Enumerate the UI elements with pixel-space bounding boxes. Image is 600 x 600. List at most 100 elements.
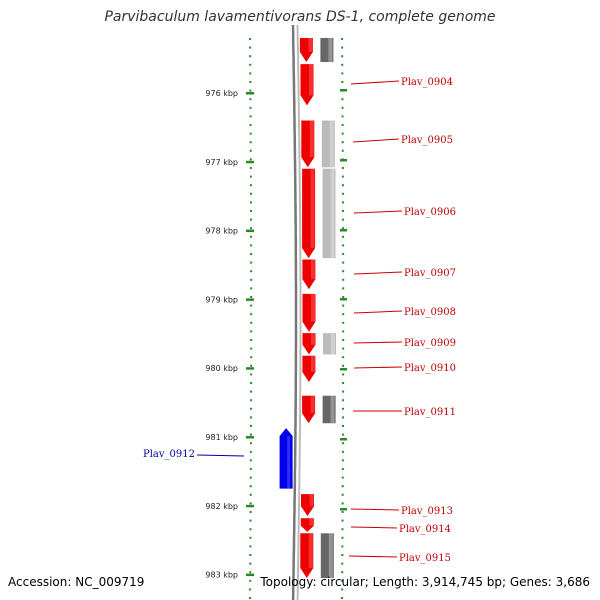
minor-tick	[341, 38, 344, 40]
minor-tick	[341, 468, 344, 470]
label-leader-line	[353, 210, 403, 214]
minor-tick	[249, 485, 252, 488]
gene-label[interactable]: Plav_0912	[143, 449, 195, 460]
gene-shade	[310, 333, 315, 345]
gene-label[interactable]: Plav_0915	[399, 553, 451, 564]
major-tick	[340, 229, 347, 232]
minor-tick	[341, 433, 344, 436]
label-leader-line	[353, 366, 403, 369]
minor-tick	[341, 502, 344, 505]
minor-tick	[341, 528, 344, 531]
minor-tick	[249, 124, 252, 126]
minor-tick	[250, 347, 253, 350]
label-leader-line	[350, 526, 398, 529]
minor-tick	[249, 442, 252, 445]
homolog-block	[320, 37, 334, 63]
label-leader-line	[353, 341, 403, 344]
scale-tick-label: 979 kbp	[205, 295, 238, 304]
label-leader-line	[350, 80, 400, 85]
gene-label[interactable]: Plav_0911	[404, 407, 456, 418]
homolog-block	[320, 533, 334, 579]
minor-tick	[342, 218, 345, 221]
minor-tick	[249, 597, 252, 599]
minor-tick	[341, 184, 344, 187]
minor-tick	[250, 218, 253, 221]
minor-tick	[250, 210, 253, 212]
minor-tick	[342, 227, 345, 230]
homolog-block	[322, 333, 336, 355]
minor-tick	[342, 399, 345, 402]
gene-label[interactable]: Plav_0904	[401, 77, 453, 88]
minor-tick	[249, 141, 252, 144]
minor-tick	[249, 519, 252, 522]
homolog-shade	[330, 395, 335, 424]
minor-tick	[341, 124, 344, 126]
minor-tick	[341, 425, 344, 427]
minor-tick	[249, 554, 252, 556]
minor-tick	[342, 210, 345, 212]
minor-tick	[341, 46, 344, 49]
gene-arrow-reverse[interactable]	[279, 428, 293, 489]
minor-tick	[341, 571, 344, 574]
homolog-shade	[329, 120, 334, 168]
minor-tick	[249, 98, 252, 101]
scale-tick-label: 983 kbp	[205, 571, 238, 580]
gene-label[interactable]: Plav_0909	[404, 338, 456, 349]
minor-tick	[342, 416, 345, 419]
minor-tick	[342, 313, 345, 316]
major-tick	[340, 438, 347, 441]
scale-tick-label: 981 kbp	[205, 433, 238, 442]
minor-tick	[341, 72, 344, 75]
gene-label[interactable]: Plav_0905	[401, 135, 453, 146]
minor-tick	[341, 579, 344, 582]
minor-tick	[249, 476, 252, 479]
gene-shade	[310, 355, 315, 372]
minor-tick	[249, 115, 252, 118]
gene-label[interactable]: Plav_0910	[404, 363, 456, 374]
minor-tick	[341, 519, 344, 522]
minor-tick	[341, 192, 344, 195]
minor-tick	[341, 132, 344, 135]
major-tick	[246, 436, 254, 439]
gene-shade	[287, 436, 291, 489]
homolog-block	[322, 168, 336, 259]
minor-tick	[342, 407, 345, 410]
gene-label[interactable]: Plav_0914	[399, 524, 451, 535]
minor-tick	[250, 261, 253, 264]
gene-label[interactable]: Plav_0907	[404, 268, 456, 279]
minor-tick	[341, 459, 344, 462]
scale-tick-label: 977 kbp	[205, 158, 238, 167]
minor-tick	[249, 450, 252, 453]
minor-tick	[250, 356, 253, 359]
minor-tick	[249, 493, 252, 496]
minor-tick	[249, 571, 252, 574]
major-tick	[246, 367, 254, 370]
major-tick	[246, 229, 254, 233]
minor-tick	[249, 38, 252, 40]
minor-tick	[341, 115, 344, 118]
minor-tick	[250, 244, 253, 247]
minor-tick	[249, 55, 252, 58]
minor-tick	[250, 382, 253, 384]
minor-tick	[249, 502, 252, 505]
minor-tick	[249, 536, 252, 539]
minor-tick	[249, 579, 252, 582]
gene-label[interactable]: Plav_0913	[401, 506, 453, 517]
homolog-shade	[328, 533, 333, 579]
minor-tick	[250, 235, 253, 238]
minor-tick	[341, 588, 344, 591]
minor-tick	[341, 450, 344, 453]
major-tick	[246, 92, 254, 95]
minor-tick	[249, 433, 252, 436]
minor-tick	[249, 192, 252, 195]
gene-label[interactable]: Plav_0908	[404, 307, 456, 318]
minor-tick	[249, 72, 252, 75]
minor-tick	[341, 98, 344, 101]
minor-tick	[249, 511, 252, 513]
minor-tick	[250, 287, 253, 290]
major-tick	[340, 368, 347, 371]
minor-tick	[341, 545, 344, 548]
minor-tick	[341, 141, 344, 144]
gene-label[interactable]: Plav_0906	[404, 207, 456, 218]
minor-tick	[342, 339, 345, 341]
